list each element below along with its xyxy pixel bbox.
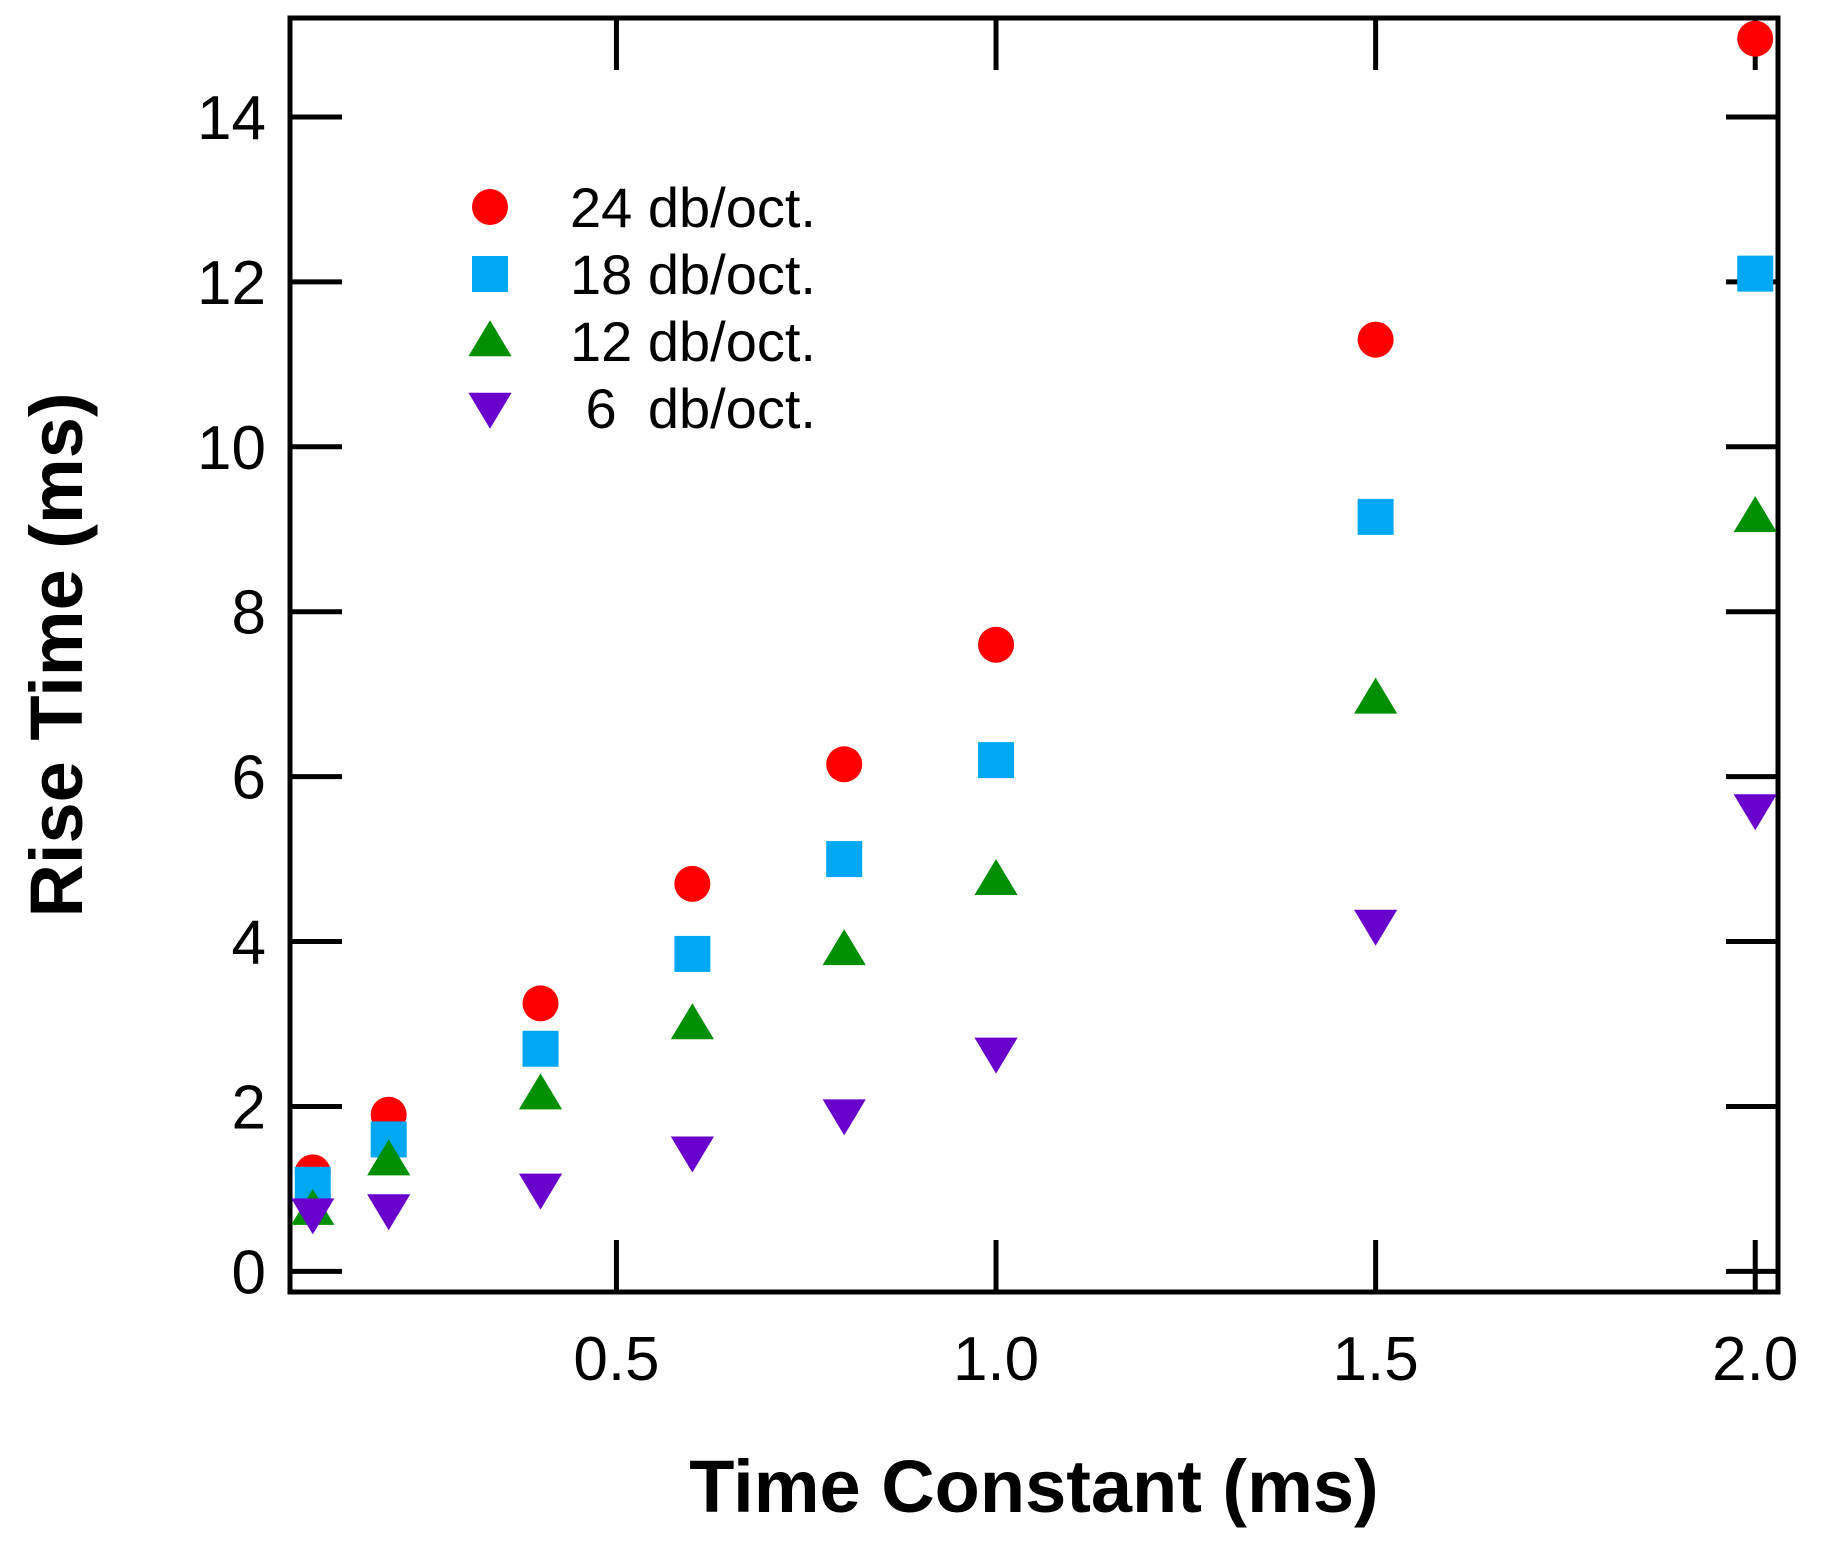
data-points: [291, 20, 1777, 1235]
x-tick-label: 0.5: [573, 1325, 659, 1394]
legend-marker: [468, 392, 512, 429]
y-tick-label: 6: [232, 744, 266, 813]
x-tick-label: 2.0: [1712, 1325, 1798, 1394]
data-point: [822, 929, 866, 966]
legend-label: 24 db/oct.: [570, 176, 816, 239]
data-point: [1733, 496, 1777, 533]
legend-label: 12 db/oct.: [570, 310, 816, 373]
y-tick-label: 2: [232, 1073, 266, 1142]
y-tick-label: 8: [232, 579, 266, 648]
data-point: [674, 865, 711, 902]
legend-marker: [472, 189, 508, 225]
legend-label: 18 db/oct.: [570, 243, 816, 306]
y-tick-label: 0: [232, 1238, 266, 1307]
data-point: [1354, 909, 1398, 946]
data-point: [367, 1139, 411, 1176]
data-point: [670, 1136, 714, 1173]
x-axis-title: Time Constant (ms): [689, 1445, 1378, 1528]
legend-marker: [468, 320, 512, 357]
x-tick-label: 1.0: [953, 1325, 1039, 1394]
data-point: [1357, 498, 1394, 535]
data-point: [1737, 20, 1774, 57]
data-point: [1737, 255, 1774, 292]
legend: 24 db/oct.18 db/oct.12 db/oct. 6 db/oct.: [468, 176, 816, 440]
legend-marker: [472, 256, 508, 292]
axis-ticks: [290, 18, 1778, 1292]
data-point: [978, 626, 1015, 663]
data-point: [978, 742, 1015, 779]
data-point: [367, 1194, 411, 1231]
data-point: [522, 1030, 559, 1067]
y-tick-label: 4: [232, 909, 266, 978]
axis-tick-labels: 0.5 1.0 1.5 2.0 0 2 4 6 8 10 12 14: [197, 84, 1798, 1394]
data-point: [518, 1073, 563, 1110]
data-point: [291, 1198, 335, 1235]
data-point: [674, 935, 711, 972]
x-tick-label: 1.5: [1333, 1325, 1419, 1394]
data-point: [1733, 794, 1777, 831]
legend-label: 6 db/oct.: [570, 377, 816, 440]
y-tick-label: 12: [197, 249, 266, 318]
data-point: [1354, 677, 1398, 714]
y-tick-label: 10: [197, 414, 266, 483]
data-point: [826, 841, 863, 878]
plot-frame: [287, 15, 1781, 1295]
data-point: [822, 1099, 866, 1136]
data-point: [522, 985, 559, 1022]
data-point: [974, 1037, 1018, 1074]
data-point: [518, 1173, 563, 1210]
data-point: [1357, 321, 1394, 358]
data-point: [826, 746, 863, 783]
y-tick-label: 14: [197, 84, 266, 153]
data-point: [670, 1003, 714, 1040]
data-point: [974, 859, 1018, 896]
y-axis-title: Rise Time (ms): [15, 392, 98, 917]
